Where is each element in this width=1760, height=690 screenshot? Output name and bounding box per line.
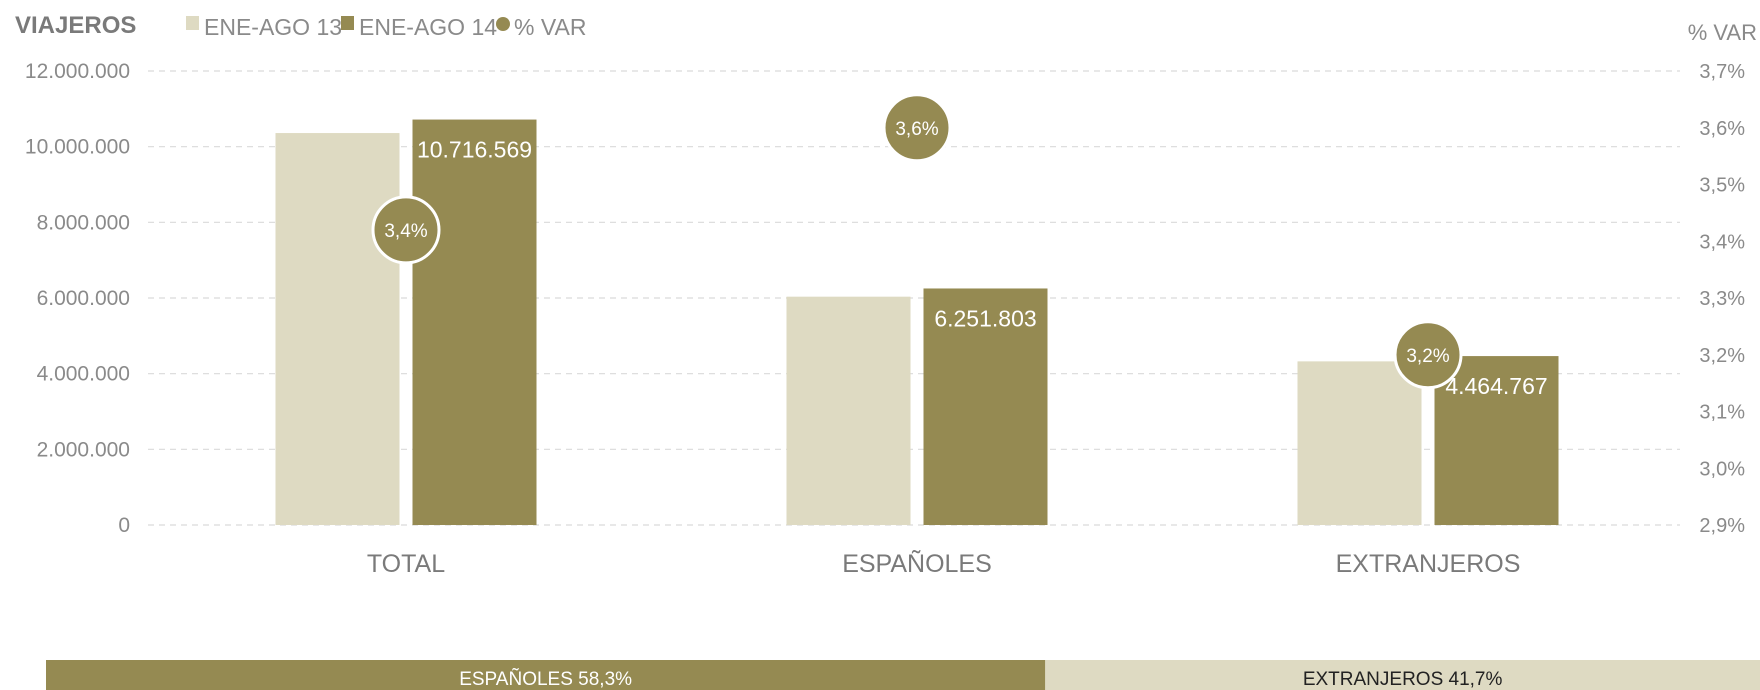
y-right-tick-label: 3,7% bbox=[1699, 61, 1745, 83]
bar-value-label: 6.251.803 bbox=[934, 305, 1036, 331]
y-tick-label: 0 bbox=[118, 514, 130, 537]
share-bar: ESPAÑOLES 58,3% EXTRANJEROS 41,7% bbox=[46, 660, 1760, 690]
y-tick-label: 2.000.000 bbox=[37, 438, 130, 461]
y-tick-label: 8.000.000 bbox=[37, 211, 130, 234]
y-right-axis-title: % VAR bbox=[1688, 20, 1757, 45]
y-tick-label: 12.000.000 bbox=[25, 60, 130, 83]
y-right-tick-label: 3,4% bbox=[1699, 231, 1745, 253]
y-right-tick-label: 3,6% bbox=[1699, 118, 1745, 140]
y-right-tick-label: 3,5% bbox=[1699, 175, 1745, 197]
share-segment-label: EXTRANJEROS 41,7% bbox=[1303, 669, 1503, 690]
bar bbox=[923, 288, 1048, 525]
bar bbox=[1434, 356, 1559, 525]
var-dot-label: 3,2% bbox=[1406, 346, 1449, 367]
y-tick-label: 6.000.000 bbox=[37, 287, 130, 310]
var-dots: 3,4% 3,6% 3,2% bbox=[371, 93, 1463, 390]
legend-label: ENE-AGO 13 bbox=[204, 14, 342, 40]
chart-title: VIAJEROS bbox=[15, 12, 136, 39]
var-dot-label: 3,6% bbox=[895, 119, 938, 140]
bar-value-label: 4.464.767 bbox=[1445, 373, 1547, 399]
category-label: TOTAL bbox=[367, 550, 445, 578]
axes: 0 2.000.000 4.000.000 6.000.000 8.000.000 10.… bbox=[25, 20, 1757, 578]
category-label: ESPAÑOLES bbox=[842, 549, 992, 578]
share-segment bbox=[1045, 660, 1760, 690]
legend-label: % VAR bbox=[514, 14, 586, 40]
y-tick-label: 4.000.000 bbox=[37, 363, 130, 386]
y-right-tick-label: 3,3% bbox=[1699, 288, 1745, 310]
var-dot bbox=[882, 93, 952, 163]
legend-label: ENE-AGO 14 bbox=[359, 14, 497, 40]
y-right-tick-label: 3,2% bbox=[1699, 345, 1745, 367]
var-dot bbox=[1393, 320, 1463, 390]
share-segment-label: ESPAÑOLES 58,3% bbox=[459, 668, 632, 690]
y-right-tick-label: 3,1% bbox=[1699, 402, 1745, 424]
legend: VIAJEROS ENE-AGO 13 ENE-AGO 14 % VAR bbox=[15, 12, 586, 40]
bar-value-labels: 10.716.569 6.251.803 4.464.767 bbox=[417, 137, 1548, 400]
y-right-tick-label: 3,0% bbox=[1699, 458, 1745, 480]
share-segment bbox=[46, 660, 1046, 690]
bar bbox=[786, 296, 911, 525]
legend-dot bbox=[496, 17, 510, 31]
bar bbox=[1297, 361, 1422, 525]
var-dot-label: 3,4% bbox=[384, 221, 427, 242]
legend-swatch bbox=[186, 16, 199, 30]
y-tick-label: 10.000.000 bbox=[25, 136, 130, 159]
var-dot bbox=[371, 195, 441, 265]
bar bbox=[275, 133, 400, 525]
category-label: EXTRANJEROS bbox=[1336, 550, 1521, 578]
y-right-tick-label: 2,9% bbox=[1699, 515, 1745, 537]
bar-value-label: 10.716.569 bbox=[417, 137, 532, 163]
bars bbox=[275, 119, 1559, 526]
legend-swatch bbox=[341, 16, 354, 30]
bar bbox=[412, 119, 537, 526]
